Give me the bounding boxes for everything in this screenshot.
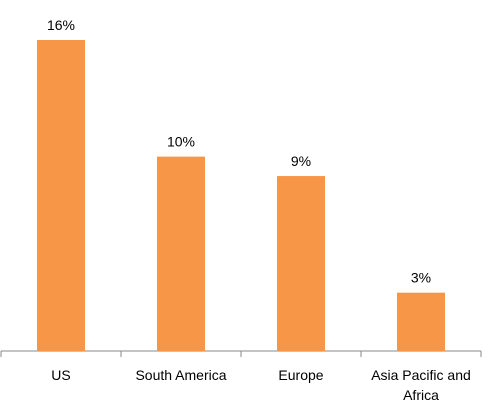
x-tick-label: US xyxy=(51,367,71,383)
x-tick-label: Asia Pacific and Africa xyxy=(371,367,471,403)
value-label: 3% xyxy=(411,270,431,286)
bar xyxy=(397,292,445,351)
value-label: 9% xyxy=(291,153,311,169)
x-tick-label: Europe xyxy=(278,367,324,383)
bar xyxy=(157,156,205,351)
value-label: 16% xyxy=(47,17,75,33)
x-tick-label: South America xyxy=(135,367,227,383)
bar xyxy=(37,40,85,351)
value-label: 10% xyxy=(167,134,195,150)
bar xyxy=(277,176,325,351)
